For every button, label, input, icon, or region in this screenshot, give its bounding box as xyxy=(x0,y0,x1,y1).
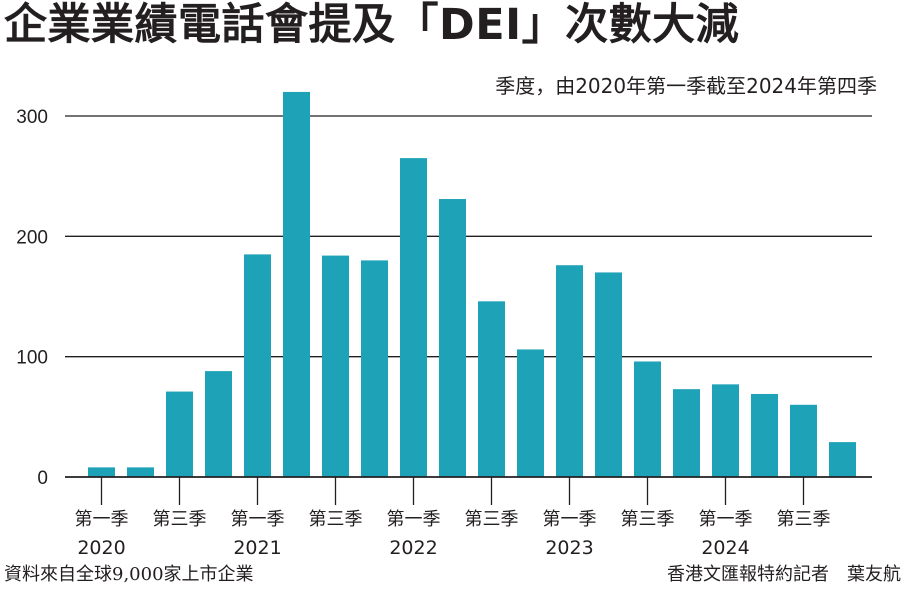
bar-2020-Q2 xyxy=(127,467,154,477)
axes: 0 100 200 300 第一季 第三季 2020 第一季 第三季 2021 第一季 第三季 2022… xyxy=(16,107,872,559)
quarter-label-12: 第一季 xyxy=(543,509,597,530)
data-source-note: 資料來自全球9,000家上市企業 xyxy=(4,564,254,585)
year-label-2020: 2020 xyxy=(77,537,125,559)
bar-2023-Q3 xyxy=(634,361,661,477)
bar-2022-Q3 xyxy=(478,301,505,477)
bar-2022-Q2 xyxy=(439,199,466,477)
quarter-label-4: 第一季 xyxy=(231,509,285,530)
bar-2022-Q4 xyxy=(517,349,544,477)
bar-2021-Q4 xyxy=(361,260,388,477)
bar-2024-Q4 xyxy=(829,442,856,477)
bar-2021-Q1 xyxy=(244,254,271,477)
quarter-label-16: 第一季 xyxy=(699,509,753,530)
quarter-label-10: 第三季 xyxy=(465,509,519,530)
bar-2024-Q3 xyxy=(790,404,817,477)
year-label-2023: 2023 xyxy=(545,537,593,559)
chart-title: 企業業績電話會提及「DEI」次數大減 xyxy=(4,0,740,50)
year-label-2021: 2021 xyxy=(233,537,281,559)
bar-2020-Q3 xyxy=(166,391,193,477)
quarter-label-18: 第三季 xyxy=(777,509,831,530)
bar-2023-Q2 xyxy=(595,272,622,477)
y-tick-label-100: 100 xyxy=(16,348,48,369)
y-tick-label-300: 300 xyxy=(16,107,48,128)
reporter-credit: 香港文匯報特約記者 葉友航 xyxy=(667,564,901,585)
bar-2021-Q2 xyxy=(283,91,310,477)
bar-2020-Q1 xyxy=(88,467,115,477)
bar-2023-Q1 xyxy=(556,265,583,477)
bars xyxy=(88,91,856,477)
y-tick-label-0: 0 xyxy=(37,468,48,489)
quarter-label-6: 第三季 xyxy=(309,509,363,530)
quarter-label-2: 第三季 xyxy=(153,509,207,530)
bar-2022-Q1 xyxy=(400,158,427,477)
bar-2021-Q3 xyxy=(322,255,349,477)
bar-2024-Q2 xyxy=(751,393,778,477)
gridlines xyxy=(65,115,872,358)
bar-2020-Q4 xyxy=(205,371,232,477)
quarter-label-0: 第一季 xyxy=(75,509,129,530)
quarter-label-14: 第三季 xyxy=(621,509,675,530)
year-label-2022: 2022 xyxy=(389,537,437,559)
bar-2024-Q1 xyxy=(712,384,739,477)
quarter-label-8: 第一季 xyxy=(387,509,441,530)
year-label-2024: 2024 xyxy=(701,537,749,559)
y-tick-label-200: 200 xyxy=(16,227,48,248)
chart-subtitle: 季度，由2020年第一季截至2024年第四季 xyxy=(495,74,877,98)
bar-2023-Q4 xyxy=(673,389,700,477)
